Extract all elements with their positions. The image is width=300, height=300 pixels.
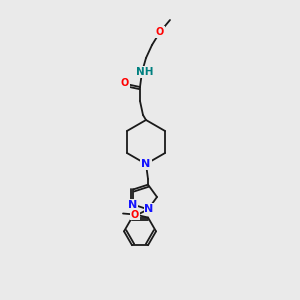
Text: N: N [128, 200, 137, 210]
Text: NH: NH [136, 67, 154, 77]
Text: O: O [121, 78, 129, 88]
Text: N: N [144, 204, 154, 214]
Text: O: O [156, 27, 164, 37]
Text: O: O [131, 209, 139, 220]
Text: N: N [141, 159, 151, 169]
